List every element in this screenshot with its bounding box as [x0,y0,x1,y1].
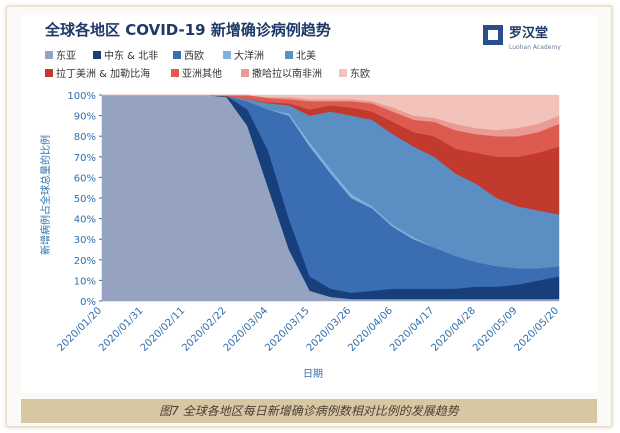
legend-swatch [93,51,101,59]
y-tick-label: 40% [74,215,96,226]
logo-name: 罗汉堂 [509,25,548,41]
y-tick-label: 10% [74,276,96,287]
legend-label: 撒哈拉以南非洲 [252,67,322,80]
y-tick-label: 60% [74,173,96,184]
y-tick-label: 70% [74,153,96,164]
legend-swatch [241,69,249,77]
legend-swatch [45,69,53,77]
y-tick-label: 90% [74,112,96,123]
chart-title: 全球各地区 COVID-19 新增确诊病例趋势 [44,21,331,39]
area [102,94,560,131]
legend-swatch [339,69,347,77]
legend-label: 亚洲其他 [182,67,222,80]
y-tick-label: 30% [74,235,96,246]
y-tick-label: 20% [74,256,96,267]
y-tick-label: 100% [67,91,96,102]
legend-swatch [45,51,53,59]
x-tick-label: 2020/05/20 [513,305,562,354]
y-tick-label: 50% [74,194,96,205]
legend-label: 大洋洲 [234,49,264,62]
logo-icon-inner [488,30,498,40]
frame: 全球各地区 COVID-19 新增确诊病例趋势 罗汉堂 Luohan Acade… [6,6,612,427]
legend-swatch [173,51,181,59]
y-axis-label: 新增病例占全球总量的比例 [39,135,52,255]
logo-subtitle: Luohan Academy [509,44,561,51]
chart-panel: 全球各地区 COVID-19 新增确诊病例趋势 罗汉堂 Luohan Acade… [21,15,597,393]
legend-swatch [223,51,231,59]
y-tick-label: 80% [74,132,96,143]
legend-label: 中东 & 北非 [104,49,158,62]
caption: 图7 全球各地区每日新增确诊病例数相对比例的发展趋势 [21,399,597,423]
legend-label: 西欧 [184,50,204,62]
legend-label: 东欧 [350,67,370,80]
logo: 罗汉堂 Luohan Academy [483,25,561,51]
legend-label: 北美 [296,49,316,62]
x-axis-label: 日期 [303,368,323,380]
legend-label: 拉丁美洲 & 加勒比海 [56,67,150,80]
y-tick-label: 0% [80,297,96,308]
legend-swatch [171,69,179,77]
legend-swatch [285,51,293,59]
legend-label: 东亚 [56,49,76,62]
chart: 全球各地区 COVID-19 新增确诊病例趋势 罗汉堂 Luohan Acade… [39,21,562,380]
